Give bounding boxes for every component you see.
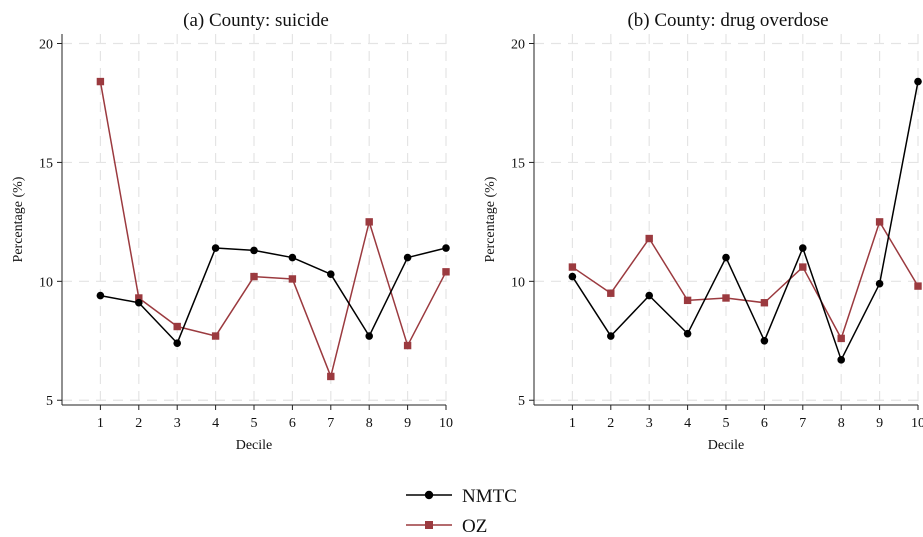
data-point-nmtc [760, 336, 769, 345]
data-point-nmtc [173, 339, 181, 347]
legend-marker-nmtc [424, 490, 434, 500]
panel-suicide: (a) County: suicide 5 10 15 20 1 2 3 4 5 6 7 8 9 10 Dec… [11, 10, 453, 453]
data-point-nmtc [799, 244, 807, 252]
series-oz [96, 77, 450, 381]
data-point-oz [250, 272, 258, 281]
series-line-nmtc [100, 247, 447, 344]
data-point-nmtc [365, 332, 374, 340]
x-tick-label: 6 [289, 416, 296, 431]
data-point-oz [442, 268, 450, 276]
series-nmtc [96, 244, 450, 347]
y-axis-label: Percentage (%) [11, 176, 26, 262]
legend-marker-oz [425, 521, 433, 529]
data-point-oz [914, 282, 922, 290]
data-point-oz [211, 332, 220, 340]
y-tick-label: 15 [39, 156, 53, 171]
x-tick-label: 4 [212, 416, 219, 431]
x-tick-label: 7 [327, 416, 334, 431]
x-tick-label: 3 [174, 416, 181, 431]
data-point-oz [799, 263, 807, 271]
y-tick-label: 20 [39, 38, 53, 53]
data-point-oz [568, 263, 577, 271]
data-point-oz [403, 341, 412, 350]
data-point-oz [645, 234, 653, 243]
y-axis-label: Percentage (%) [483, 176, 498, 262]
data-point-nmtc [722, 253, 730, 262]
data-point-nmtc [837, 356, 845, 364]
legend-item-oz: OZ [406, 516, 487, 537]
data-point-nmtc [914, 77, 922, 86]
data-point-oz [365, 218, 373, 226]
data-point-nmtc [645, 291, 653, 300]
data-point-oz [288, 275, 297, 283]
data-point-nmtc [211, 244, 220, 252]
y-tick-label: 5 [46, 394, 53, 409]
data-point-oz [760, 299, 769, 307]
legend-label-oz: OZ [462, 516, 487, 537]
series-nmtc [568, 77, 922, 364]
legend-item-nmtc: NMTC [406, 486, 517, 507]
x-tick-label: 3 [646, 416, 653, 431]
data-point-nmtc [327, 270, 335, 278]
x-tick-label: 4 [684, 416, 691, 431]
data-point-oz [327, 372, 335, 381]
data-point-nmtc [403, 253, 412, 262]
x-axis-label: Decile [708, 438, 745, 453]
panel-drug-overdose: (b) County: drug overdose 5 10 15 20 1 2 3 4 5 6 7 8… [483, 10, 923, 453]
data-point-nmtc [442, 244, 450, 252]
data-point-nmtc [135, 298, 143, 307]
x-tick-label: 8 [366, 416, 373, 431]
data-point-nmtc [568, 272, 577, 281]
data-point-oz [722, 294, 730, 302]
data-point-oz [96, 77, 105, 86]
x-tick-label: 10 [439, 416, 453, 431]
x-tick-label: 10 [911, 416, 923, 431]
data-point-nmtc [250, 246, 258, 255]
y-tick-label: 5 [518, 394, 525, 409]
x-axis-label: Decile [236, 438, 273, 453]
data-point-nmtc [875, 279, 884, 288]
data-point-oz [173, 322, 181, 331]
data-point-oz [607, 289, 615, 297]
x-tick-label: 2 [135, 416, 142, 431]
x-tick-label: 1 [97, 416, 104, 431]
data-point-oz [683, 296, 692, 305]
data-point-oz [837, 334, 845, 343]
data-point-nmtc [288, 253, 297, 262]
legend: NMTC OZ [406, 486, 517, 537]
y-tick-label: 10 [511, 275, 525, 290]
series-line-oz [99, 81, 447, 378]
x-tick-label: 7 [799, 416, 806, 431]
data-point-nmtc [683, 329, 692, 338]
y-tick-label: 15 [511, 156, 525, 171]
x-tick-label: 6 [761, 416, 768, 431]
data-point-nmtc [607, 332, 615, 340]
data-point-oz [135, 294, 143, 302]
x-tick-label: 5 [251, 416, 258, 431]
legend-label-nmtc: NMTC [462, 486, 517, 507]
x-tick-label: 1 [569, 416, 576, 431]
x-tick-label: 9 [876, 416, 883, 431]
chart-title: (b) County: drug overdose [627, 10, 828, 31]
data-point-oz [875, 218, 884, 226]
x-tick-label: 8 [838, 416, 845, 431]
y-tick-label: 10 [39, 275, 53, 290]
y-tick-label: 20 [511, 38, 525, 53]
x-tick-label: 5 [723, 416, 730, 431]
data-point-nmtc [96, 291, 105, 300]
series-line-nmtc [571, 81, 919, 361]
x-tick-label: 2 [607, 416, 614, 431]
chart-title: (a) County: suicide [183, 10, 329, 31]
x-tick-label: 9 [404, 416, 411, 431]
